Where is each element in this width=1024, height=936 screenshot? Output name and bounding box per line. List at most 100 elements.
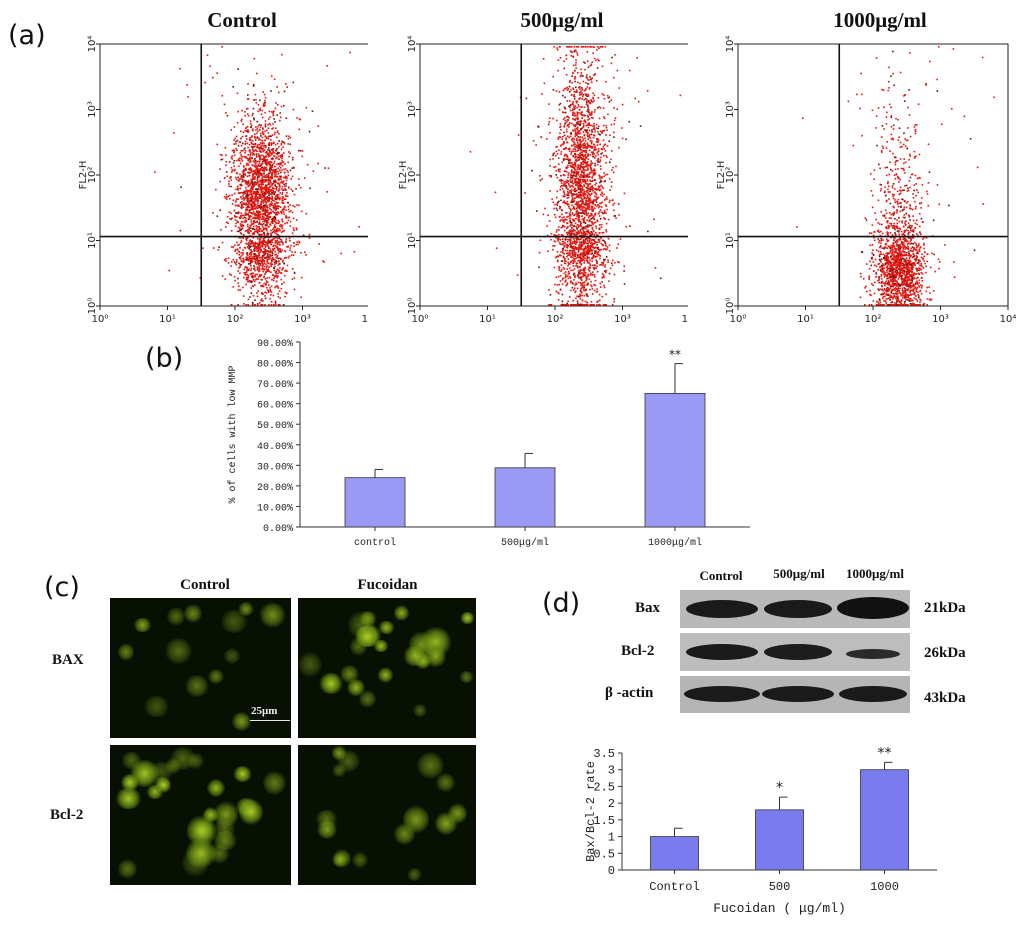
event-dot (597, 250, 600, 253)
x-tick-label: 10⁰ (412, 314, 429, 325)
event-dot (278, 152, 281, 154)
event-dot (233, 261, 236, 263)
event-dot (239, 152, 242, 154)
event-dot (262, 127, 264, 129)
event-dot (561, 188, 564, 190)
event-dot (602, 248, 605, 251)
event-dot (269, 250, 272, 253)
event-dot (277, 172, 280, 175)
event-dot (605, 269, 608, 272)
event-dot (280, 211, 282, 213)
event-dot (250, 218, 252, 221)
event-dot (569, 304, 572, 306)
event-dot (574, 155, 577, 157)
event-dot (249, 158, 251, 160)
event-dot (584, 165, 587, 168)
event-dot (596, 67, 599, 69)
event-dot (252, 253, 255, 255)
event-dot (556, 255, 559, 257)
event-dot (261, 147, 263, 150)
event-dot (258, 270, 261, 272)
event-dot (576, 54, 579, 56)
event-dot (243, 221, 245, 223)
event-dot (250, 185, 253, 188)
event-dot (242, 233, 245, 236)
event-dot (283, 262, 285, 265)
event-dot (206, 54, 209, 56)
event-dot (601, 191, 603, 194)
event-dot (234, 137, 237, 140)
event-dot (556, 190, 559, 193)
event-dot (593, 243, 596, 245)
event-dot (270, 164, 272, 167)
event-dot (234, 225, 237, 228)
event-dot (586, 134, 589, 136)
event-dot (262, 243, 265, 246)
event-dot (312, 170, 315, 172)
event-dot (274, 107, 277, 110)
event-dot (256, 146, 259, 149)
event-dot (267, 221, 269, 224)
event-dot (266, 150, 268, 153)
event-dot (574, 125, 577, 128)
event-dot (263, 282, 266, 285)
event-dot (243, 268, 246, 271)
event-dot (277, 190, 280, 192)
event-dot (267, 155, 270, 158)
event-dot (592, 170, 594, 172)
event-dot (281, 188, 283, 190)
event-dot (237, 270, 239, 272)
event-dot (241, 220, 243, 223)
event-dot (569, 280, 572, 283)
event-dot (579, 142, 582, 145)
event-dot (559, 123, 562, 125)
event-dot (228, 180, 230, 183)
event-dot (247, 201, 250, 204)
event-dot (614, 117, 617, 119)
event-dot (579, 186, 581, 188)
event-dot (580, 205, 583, 208)
event-dot (212, 212, 214, 214)
event-dot (266, 229, 268, 232)
event-dot (561, 240, 564, 243)
event-dot (549, 131, 551, 134)
event-dot (568, 105, 570, 108)
event-dot (309, 187, 311, 190)
event-dot (239, 217, 242, 220)
event-dot (245, 273, 247, 276)
event-dot (571, 51, 574, 54)
event-dot (563, 106, 566, 108)
event-dot (251, 260, 253, 262)
event-dot (589, 179, 591, 182)
event-dot (602, 239, 604, 242)
event-dot (251, 192, 253, 195)
event-dot (559, 289, 562, 291)
event-dot (553, 166, 555, 169)
event-dot (239, 178, 242, 180)
event-dot (275, 176, 278, 178)
event-dot (274, 121, 276, 123)
event-dot (282, 304, 285, 306)
event-dot (580, 185, 582, 187)
event-dot (256, 213, 258, 216)
event-dot (237, 110, 239, 113)
event-dot (574, 222, 577, 225)
event-dot (587, 187, 589, 190)
event-dot (597, 157, 600, 160)
event-dot (613, 215, 616, 217)
event-dot (254, 175, 256, 178)
event-dot (577, 164, 580, 167)
event-dot (275, 228, 278, 231)
event-dot (263, 142, 265, 145)
event-dot (262, 268, 264, 270)
event-dot (574, 193, 577, 196)
event-dot (250, 186, 253, 189)
event-dot (253, 264, 255, 267)
event-dot (577, 230, 580, 232)
event-dot (610, 158, 612, 161)
event-dot (244, 174, 246, 176)
event-dot (566, 179, 569, 182)
event-dot (234, 176, 237, 179)
event-dot (256, 258, 259, 261)
event-dot (262, 222, 265, 225)
